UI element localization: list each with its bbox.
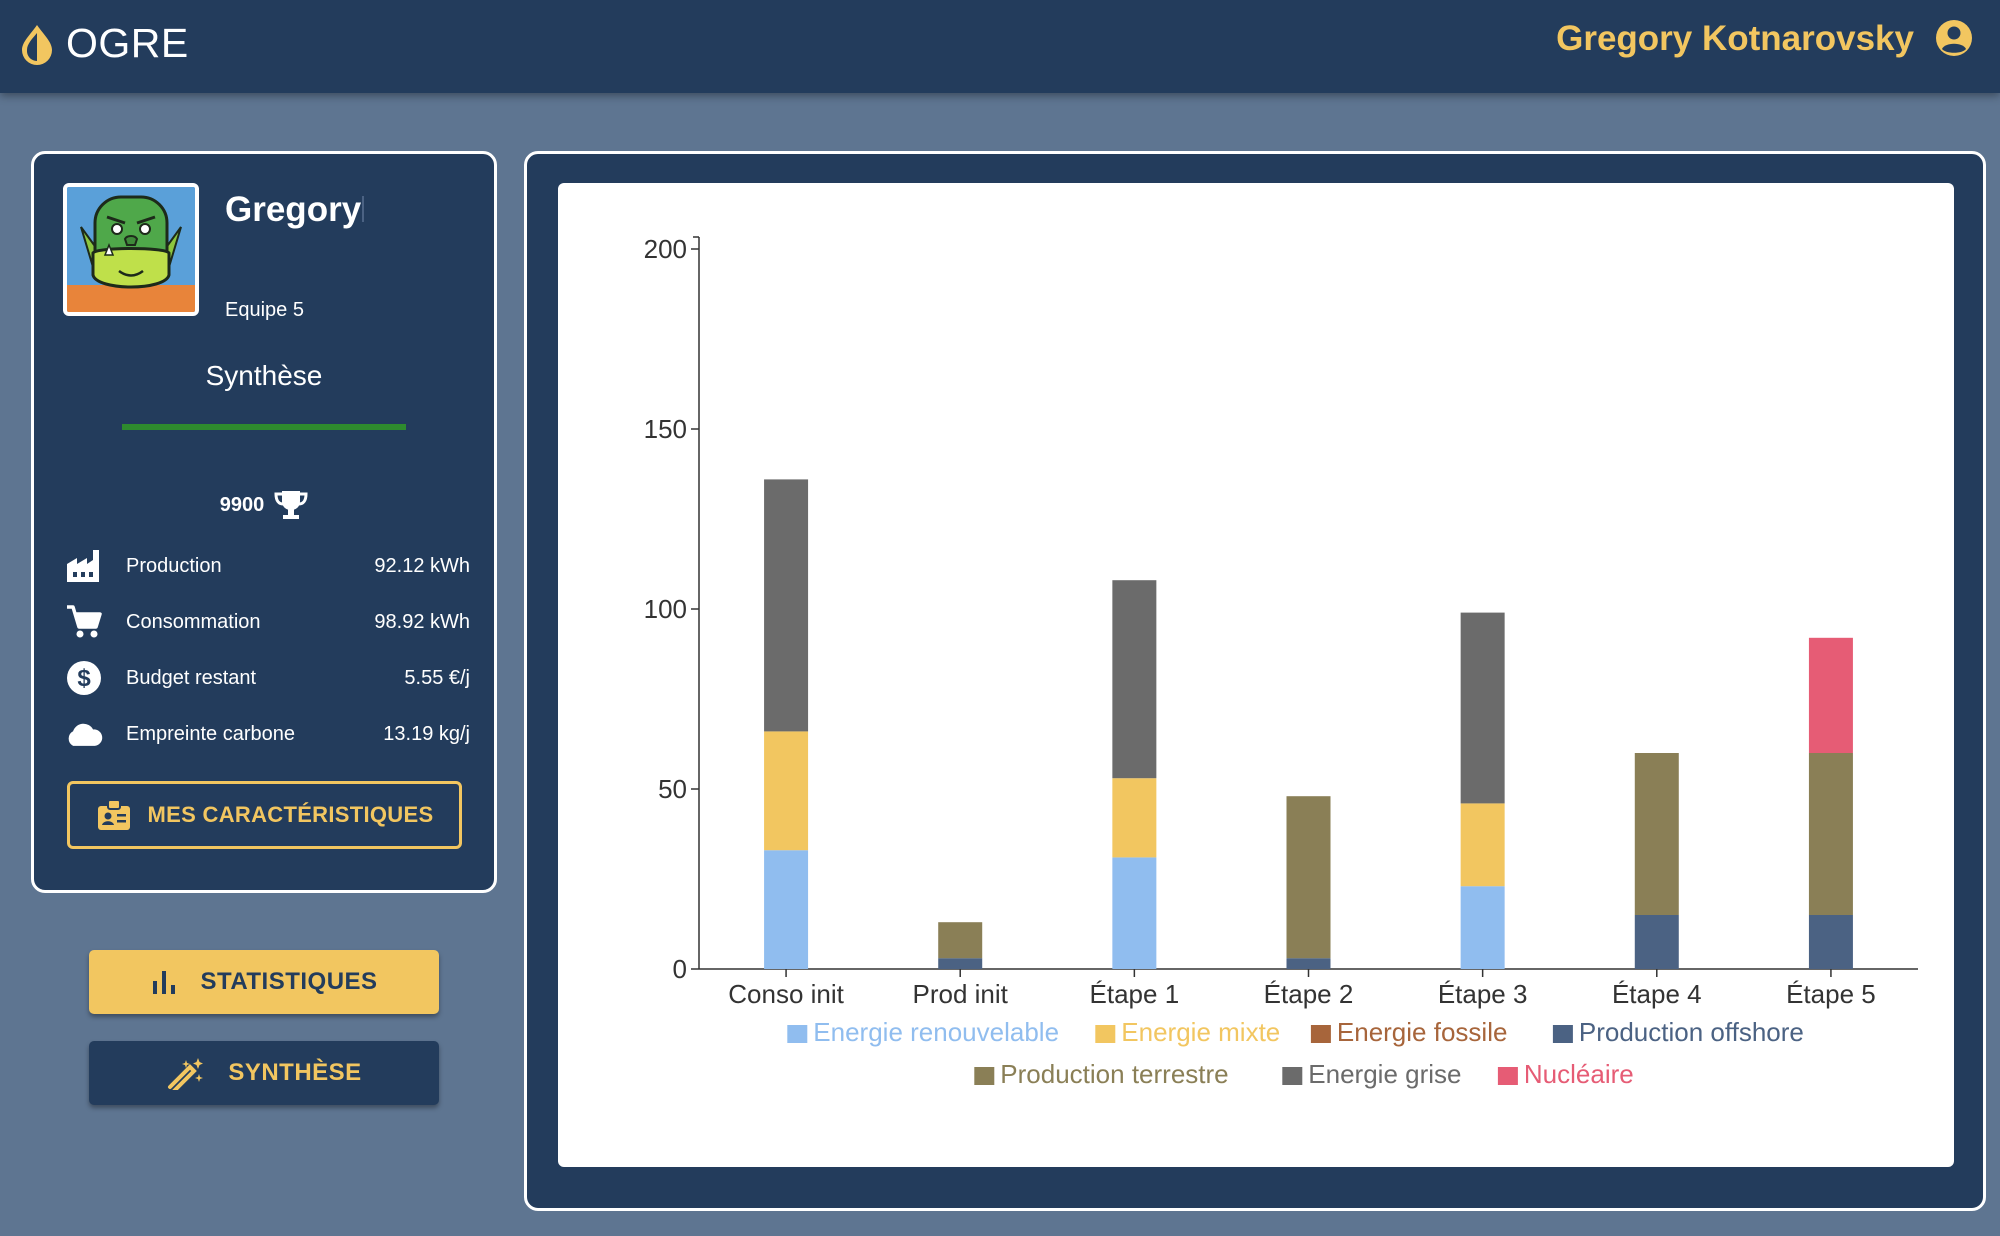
mes-caracteristiques-label: MES CARACTÉRISTIQUES (147, 802, 434, 827)
stacked-bar-chart: 0 50 100 150 200 Conso init Prod init Étape 1 Ét… (644, 234, 1918, 1089)
bar-segment (938, 922, 983, 959)
synthese-button[interactable]: SYNTHÈSE (89, 1041, 439, 1105)
stat-value: 92.12 kWh (374, 554, 470, 577)
id-badge-icon (97, 799, 130, 830)
legend-label: Energie grise (1308, 1059, 1461, 1089)
legend-label: Energie mixte (1121, 1017, 1280, 1047)
magic-wand-icon (168, 1058, 204, 1090)
bar-segment (1808, 915, 1853, 969)
stat-value: 98.92 kWh (374, 610, 470, 633)
bar-segment (1808, 753, 1853, 915)
stat-label: Production (126, 554, 222, 577)
app-name: OGRE (66, 20, 189, 66)
legend-swatch (1497, 1067, 1518, 1085)
bar-segment (938, 958, 983, 969)
bar-segment (1286, 958, 1331, 969)
x-tick-label: Prod init (913, 979, 1009, 1009)
bar-segment (764, 731, 809, 851)
stat-label: Budget restant (126, 666, 257, 689)
stat-value: 5.55 €/j (404, 666, 470, 689)
legend-swatch (787, 1025, 808, 1043)
player-card: Gregory Equipe 5 Synthèse 9900 Productio… (31, 151, 497, 893)
bar-segment (1286, 796, 1331, 959)
legend-swatch (1552, 1025, 1573, 1043)
legend-label: Nucléaire (1524, 1059, 1634, 1089)
x-tick-label: Conso init (728, 979, 844, 1009)
user-name[interactable]: Gregory Kotnarovsky (1556, 19, 1914, 58)
x-tick-label: Étape 5 (1786, 979, 1876, 1009)
bar-segment (1808, 637, 1853, 753)
stat-value: 13.19 kg/j (383, 722, 470, 745)
team-label: Equipe 5 (225, 299, 304, 321)
progress-fill (122, 424, 406, 430)
factory-icon (64, 546, 104, 586)
svg-text:$: $ (77, 665, 91, 692)
trophy-icon (274, 491, 308, 519)
bar-segment (764, 479, 809, 732)
stat-carbone: Empreinte carbone 13.19 kg/j (64, 714, 470, 754)
y-tick-label: 50 (658, 774, 687, 804)
x-tick-label: Étape 2 (1264, 979, 1354, 1009)
y-tick-label: 100 (644, 594, 687, 624)
stat-label: Consommation (126, 610, 261, 633)
stat-production: Production 92.12 kWh (64, 546, 470, 586)
mes-caracteristiques-button[interactable]: MES CARACTÉRISTIQUES (67, 781, 462, 849)
stat-label: Empreinte carbone (126, 722, 295, 745)
statistiques-label: STATISTIQUES (200, 968, 378, 995)
progress-bar (122, 424, 406, 430)
x-tick-label: Étape 1 (1090, 979, 1180, 1009)
legend-swatch (1095, 1025, 1116, 1043)
synthese-label: SYNTHÈSE (228, 1059, 362, 1086)
legend-swatch (1310, 1025, 1331, 1043)
top-app-bar: OGRE Gregory Kotnarovsky (0, 0, 2000, 93)
bar-segment (1112, 778, 1157, 858)
stat-budget: $ Budget restant 5.55 €/j (64, 658, 470, 698)
dollar-icon: $ (64, 658, 104, 698)
section-title: Synthèse (205, 360, 323, 391)
y-tick-label: 150 (644, 414, 687, 444)
x-tick-label: Étape 4 (1612, 979, 1702, 1009)
cart-icon (64, 602, 104, 642)
statistiques-button[interactable]: STATISTIQUES (89, 950, 439, 1014)
name-divider (362, 196, 364, 222)
y-tick-label: 0 (673, 954, 687, 984)
chart-panel: 0 50 100 150 200 Conso init Prod init Étape 1 Ét… (524, 151, 1986, 1211)
chart-container: 0 50 100 150 200 Conso init Prod init Étape 1 Ét… (558, 183, 1954, 1167)
legend-label: Production offshore (1579, 1017, 1804, 1047)
legend-swatch (974, 1067, 995, 1085)
cloud-icon (64, 714, 104, 754)
legend-label: Energie fossile (1337, 1017, 1508, 1047)
app-logo[interactable]: OGRE (18, 20, 189, 67)
bar-segment (1460, 803, 1505, 887)
bar-segment (1460, 886, 1505, 969)
x-tick-label: Étape 3 (1438, 979, 1528, 1009)
bar-segment (764, 850, 809, 969)
bar-chart-icon (153, 971, 176, 994)
player-name: Gregory (225, 190, 362, 229)
drop-icon (22, 24, 52, 65)
stat-consommation: Consommation 98.92 kWh (64, 602, 470, 642)
legend-label: Energie renouvelable (813, 1017, 1059, 1047)
bar-segment (1112, 580, 1157, 779)
account-circle-icon[interactable] (1934, 18, 1974, 58)
bar-segment (1460, 612, 1505, 804)
score-value: 9900 (219, 493, 265, 516)
score: 9900 (34, 489, 494, 521)
bar-segment (1634, 915, 1679, 969)
legend-swatch (1282, 1067, 1303, 1085)
y-tick-label: 200 (644, 234, 687, 264)
bar-segment (1112, 857, 1157, 969)
avatar (63, 183, 199, 316)
legend-label: Production terrestre (1000, 1059, 1228, 1089)
bar-segment (1634, 753, 1679, 915)
